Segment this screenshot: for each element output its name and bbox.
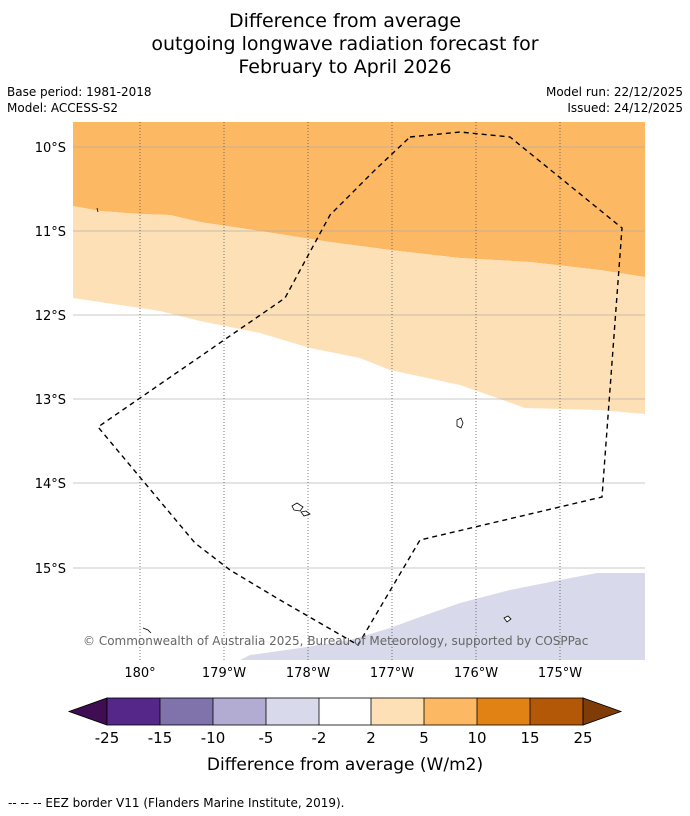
colorbar-tick-label: 25: [573, 729, 592, 747]
lon-label: 179°W: [202, 666, 246, 681]
colorbar-extend-max: [582, 697, 623, 726]
colorbar-segment: [160, 698, 213, 725]
colorbar-tick-label: -15: [148, 729, 173, 747]
title-line-3: February to April 2026: [238, 56, 452, 78]
eez-footnote: -- -- -- EEZ border V11 (Flanders Marine…: [8, 796, 345, 810]
title-line-1: Difference from average: [228, 10, 462, 32]
lon-label: 180°: [124, 666, 155, 681]
colorbar-extend-min: [67, 697, 108, 726]
lon-label: 178°W: [286, 666, 330, 681]
colorbar-segment: [266, 698, 319, 725]
colorbar-segment: [107, 698, 160, 725]
colorbar-segment: [213, 698, 266, 725]
lat-label: 15°S: [35, 562, 66, 577]
lat-label: 11°S: [35, 225, 66, 240]
eez-border: [96, 131, 623, 646]
lat-label: 12°S: [35, 309, 66, 324]
colorbar-tick-label: -10: [201, 729, 226, 747]
issued-text: Issued: 24/12/2025: [567, 101, 683, 115]
island-outline: [300, 510, 311, 517]
latitude-gridlines: [73, 146, 645, 569]
colorbar-label: Difference from average (W/m2): [207, 755, 483, 775]
colorbar-dividers: [159, 698, 531, 725]
island-outline: [142, 627, 152, 634]
island-outline: [456, 417, 464, 429]
lon-label: 176°W: [454, 666, 498, 681]
anomaly-region-2-to-5: [73, 206, 645, 414]
title-line-2: outgoing longwave radiation forecast for: [151, 33, 539, 55]
colorbar-tick-label: -5: [259, 729, 274, 747]
island-outline: [291, 502, 304, 512]
model-run-text: Model run: 22/12/2025: [545, 85, 683, 99]
colorbar-segment: [424, 698, 477, 725]
colorbar-tick-label: 5: [419, 729, 429, 747]
island-outline: [503, 615, 512, 623]
lat-label: 14°S: [35, 477, 66, 492]
colorbar-tick-label: -25: [95, 729, 120, 747]
copyright-text: © Commonwealth of Australia 2025, Bureau…: [83, 634, 588, 648]
colorbar-tick-label: 10: [467, 729, 486, 747]
colorbar-tick-label: 15: [520, 729, 539, 747]
model-text: Model: ACCESS-S2: [7, 101, 119, 115]
lat-label: 13°S: [35, 393, 66, 408]
base-period-text: Base period: 1981-2018: [7, 85, 152, 99]
lon-label: 175°W: [538, 666, 582, 681]
colorbar-segment: [371, 698, 424, 725]
colorbar: -25 -15 -10 -5 -2 2 5 10 15 25 Differenc…: [67, 697, 623, 775]
anomaly-region-5-to-10: [73, 122, 645, 277]
colorbar-tick-label: 2: [366, 729, 376, 747]
colorbar-tick-label: -2: [312, 729, 327, 747]
colorbar-segment: [530, 698, 583, 725]
anomaly-region-neg5-to-neg2: [240, 573, 645, 660]
lon-label: 177°W: [370, 666, 414, 681]
colorbar-segment: [319, 698, 371, 725]
colorbar-frame: [106, 697, 584, 726]
lat-label: 10°S: [35, 141, 66, 156]
colorbar-segment: [477, 698, 530, 725]
island-outline: [96, 207, 99, 213]
